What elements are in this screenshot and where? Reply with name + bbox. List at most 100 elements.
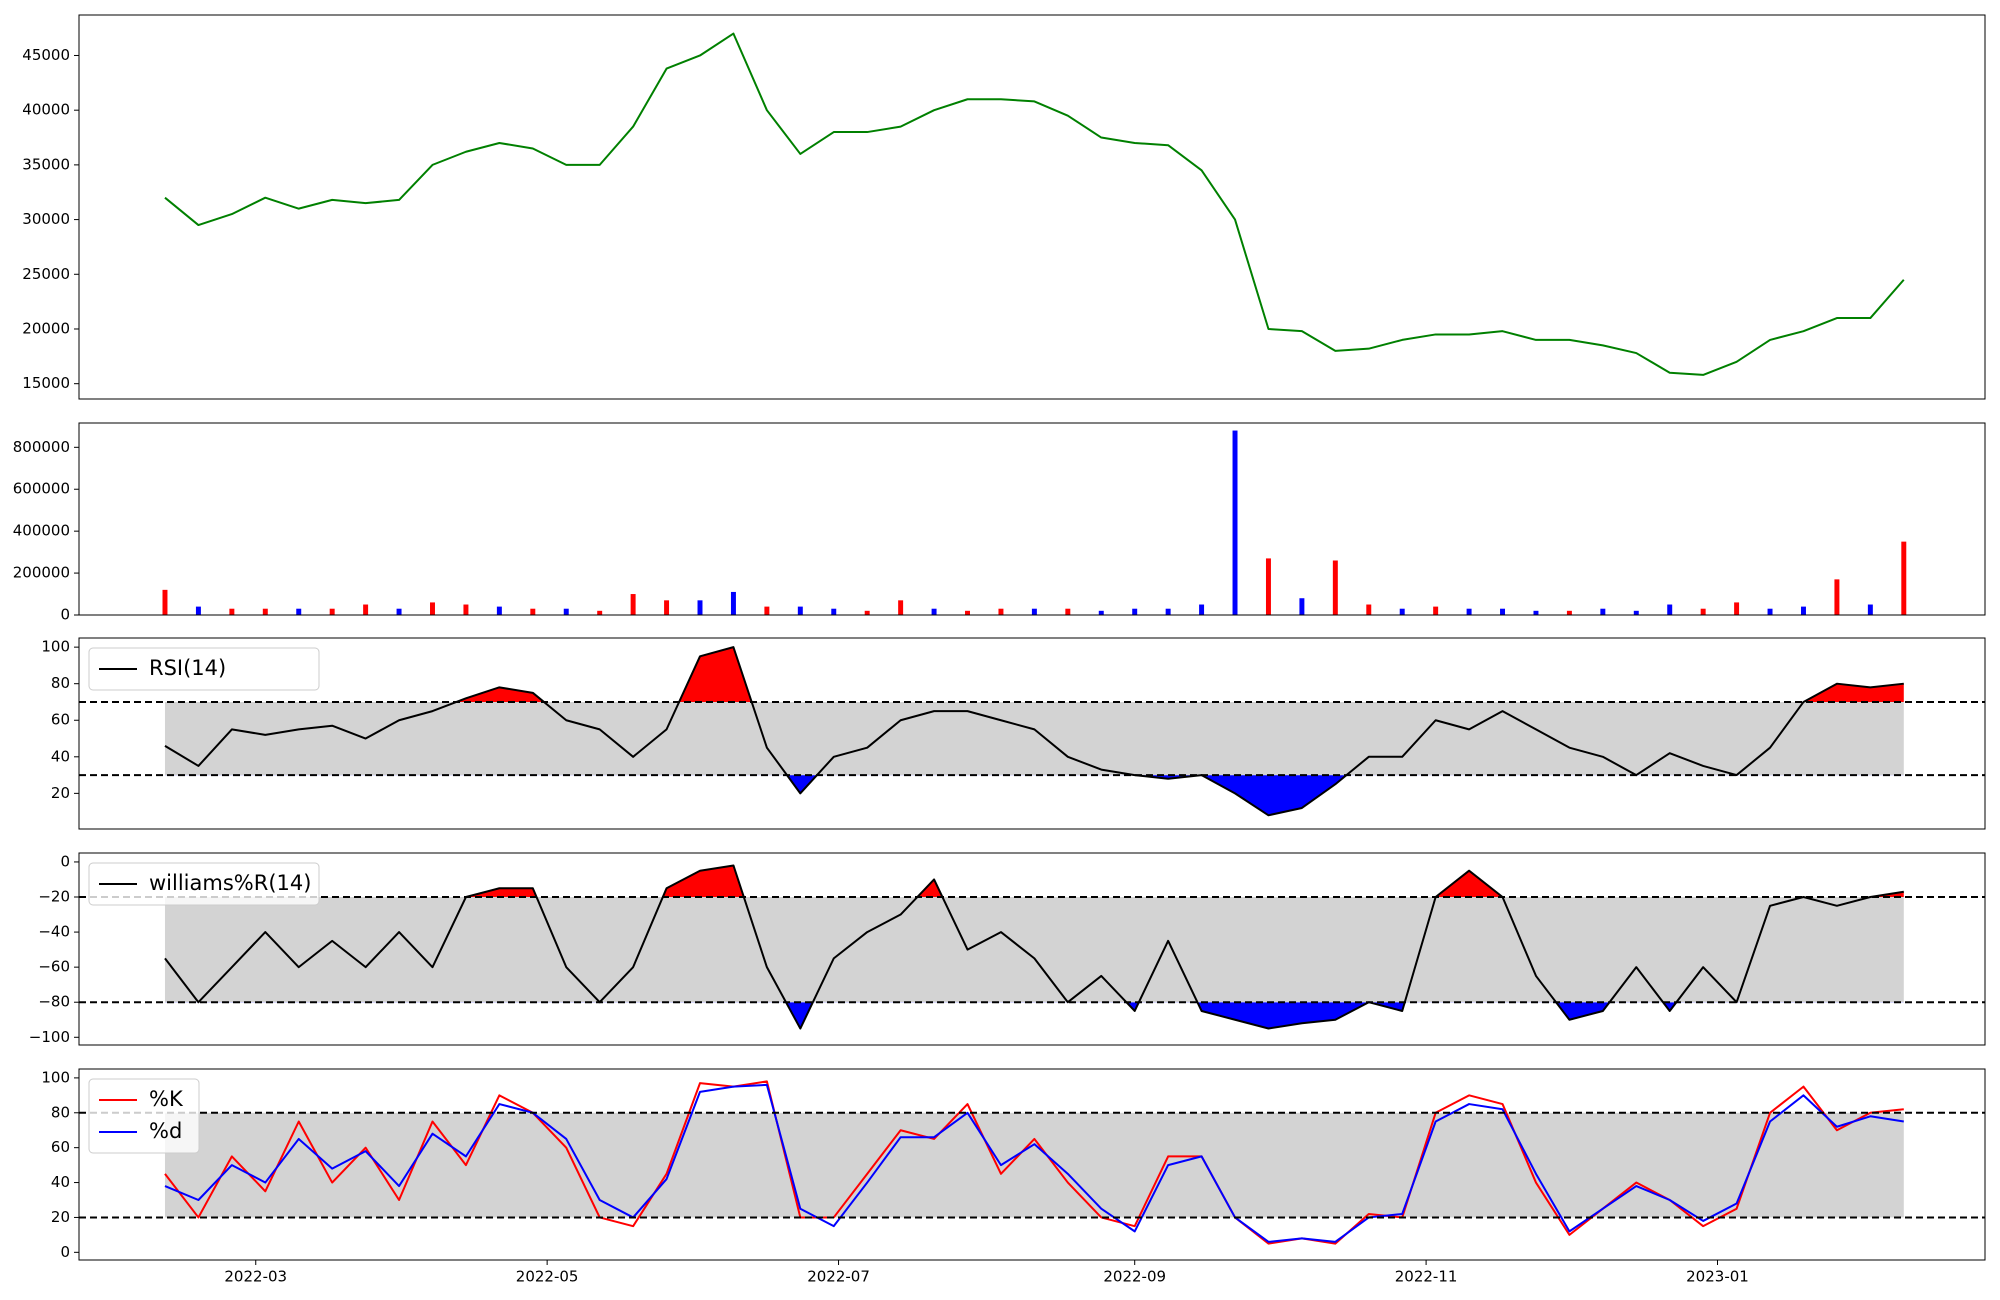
- volume-bar: [931, 608, 937, 615]
- volume-bar: [463, 604, 469, 615]
- volume-bar: [262, 608, 268, 615]
- threshold-band: [164, 1112, 1904, 1218]
- y-tick-label: 30000: [22, 210, 70, 228]
- plot-area: [164, 1080, 1904, 1245]
- legend-box: [88, 647, 320, 691]
- volume-bar: [563, 608, 569, 615]
- y-tick-label: 400000: [13, 522, 70, 540]
- volume-bar: [1098, 610, 1104, 615]
- volume-bar: [1399, 608, 1405, 615]
- volume-bar: [1132, 608, 1138, 615]
- volume-bar: [1767, 608, 1773, 615]
- plot-area: [164, 32, 1905, 376]
- volume-bar: [296, 608, 302, 615]
- y-tick-label: 0: [60, 1243, 70, 1261]
- y-tick-label: 0: [60, 606, 70, 624]
- volume-bar: [195, 606, 201, 615]
- series-line: [164, 32, 1905, 376]
- y-tick-label: 60: [51, 1138, 70, 1156]
- oversold-fill: [786, 775, 1347, 816]
- volume-bar: [965, 610, 970, 615]
- volume-bar: [1232, 430, 1238, 615]
- x-tick-label: 2022-05: [516, 1268, 579, 1286]
- volume-bar: [1700, 608, 1706, 615]
- y-tick-label: 40: [51, 747, 70, 765]
- y-tick-label: −100: [29, 1028, 70, 1046]
- volume-bar: [1800, 606, 1806, 615]
- volume-bar: [1065, 608, 1071, 615]
- plot-area: [162, 430, 1907, 615]
- volume-bar: [764, 606, 770, 615]
- x-tick-label: 2022-03: [224, 1268, 287, 1286]
- y-tick-label: 45000: [22, 46, 70, 64]
- y-tick-label: 600000: [13, 480, 70, 498]
- y-tick-label: 15000: [22, 374, 70, 392]
- volume-bar: [1265, 558, 1271, 615]
- volume-bar: [530, 608, 536, 615]
- volume-bar: [1901, 541, 1907, 615]
- axes-frame: [78, 14, 1986, 400]
- panel: −100 −80 −60 −40 −20 0 williams%R(14): [29, 852, 1986, 1046]
- y-tick-label: −40: [38, 923, 70, 941]
- volume-bar: [1533, 610, 1539, 615]
- legend-label: RSI(14): [149, 656, 226, 680]
- threshold-band: [164, 897, 1904, 1003]
- y-tick-label: 200000: [13, 564, 70, 582]
- volume-bar: [1332, 560, 1338, 615]
- axes-frame: [78, 422, 1986, 616]
- axes-frame: [78, 852, 1986, 1046]
- volume-bar: [831, 608, 837, 615]
- panel: 0 200000 400000 600000 800000: [13, 422, 1986, 624]
- x-tick-label: 2022-09: [1103, 1268, 1166, 1286]
- panel: 20 40 60 80 100 RSI(14): [41, 637, 1986, 830]
- volume-bar: [597, 610, 603, 615]
- volume-bar: [162, 589, 168, 615]
- volume-bar: [1031, 608, 1037, 615]
- volume-bar: [396, 608, 402, 615]
- volume-bar: [630, 594, 636, 615]
- volume-bar: [1500, 608, 1506, 615]
- y-tick-label: −20: [38, 888, 70, 906]
- y-tick-label: 0: [60, 852, 70, 870]
- volume-bar: [898, 600, 904, 615]
- volume-bar: [496, 606, 502, 615]
- x-tick-label: 2022-11: [1395, 1268, 1458, 1286]
- legend-label: %K: [149, 1087, 184, 1111]
- y-tick-label: 80: [51, 1103, 70, 1121]
- y-tick-label: 40000: [22, 101, 70, 119]
- volume-bar: [1667, 604, 1673, 615]
- y-tick-label: 60: [51, 711, 70, 729]
- volume-bar: [1466, 608, 1472, 615]
- volume-bar: [1199, 604, 1205, 615]
- y-tick-label: 20000: [22, 319, 70, 337]
- y-tick-label: 800000: [13, 438, 70, 456]
- volume-bar: [697, 600, 703, 615]
- y-tick-label: 20: [51, 1208, 70, 1226]
- volume-bar: [664, 600, 670, 615]
- panel: 0 20 40 60 80 100 2022-03 2022-05 2022-07 2022-09…: [41, 1068, 1986, 1286]
- y-tick-label: 25000: [22, 265, 70, 283]
- volume-bar: [1366, 604, 1372, 615]
- legend: RSI(14): [88, 647, 320, 691]
- y-tick-label: 100: [41, 1068, 70, 1086]
- y-tick-label: 100: [41, 638, 70, 656]
- legend: williams%R(14): [88, 862, 320, 906]
- y-tick-label: 80: [51, 674, 70, 692]
- volume-bar: [1433, 606, 1439, 615]
- volume-bar: [730, 591, 736, 615]
- volume-bar: [430, 602, 435, 615]
- y-tick-label: −80: [38, 993, 70, 1011]
- series-line: [164, 1083, 1904, 1243]
- legend-label: %d: [149, 1119, 182, 1143]
- volume-bar: [1834, 579, 1840, 615]
- volume-bar: [329, 608, 335, 615]
- legend-label: williams%R(14): [149, 871, 311, 895]
- legend: %K %d: [88, 1078, 200, 1154]
- plot-area: [164, 864, 1904, 1030]
- volume-bar: [1299, 598, 1305, 615]
- axes-frame: [78, 1068, 1986, 1261]
- y-tick-label: −60: [38, 958, 70, 976]
- volume-bar: [864, 610, 870, 615]
